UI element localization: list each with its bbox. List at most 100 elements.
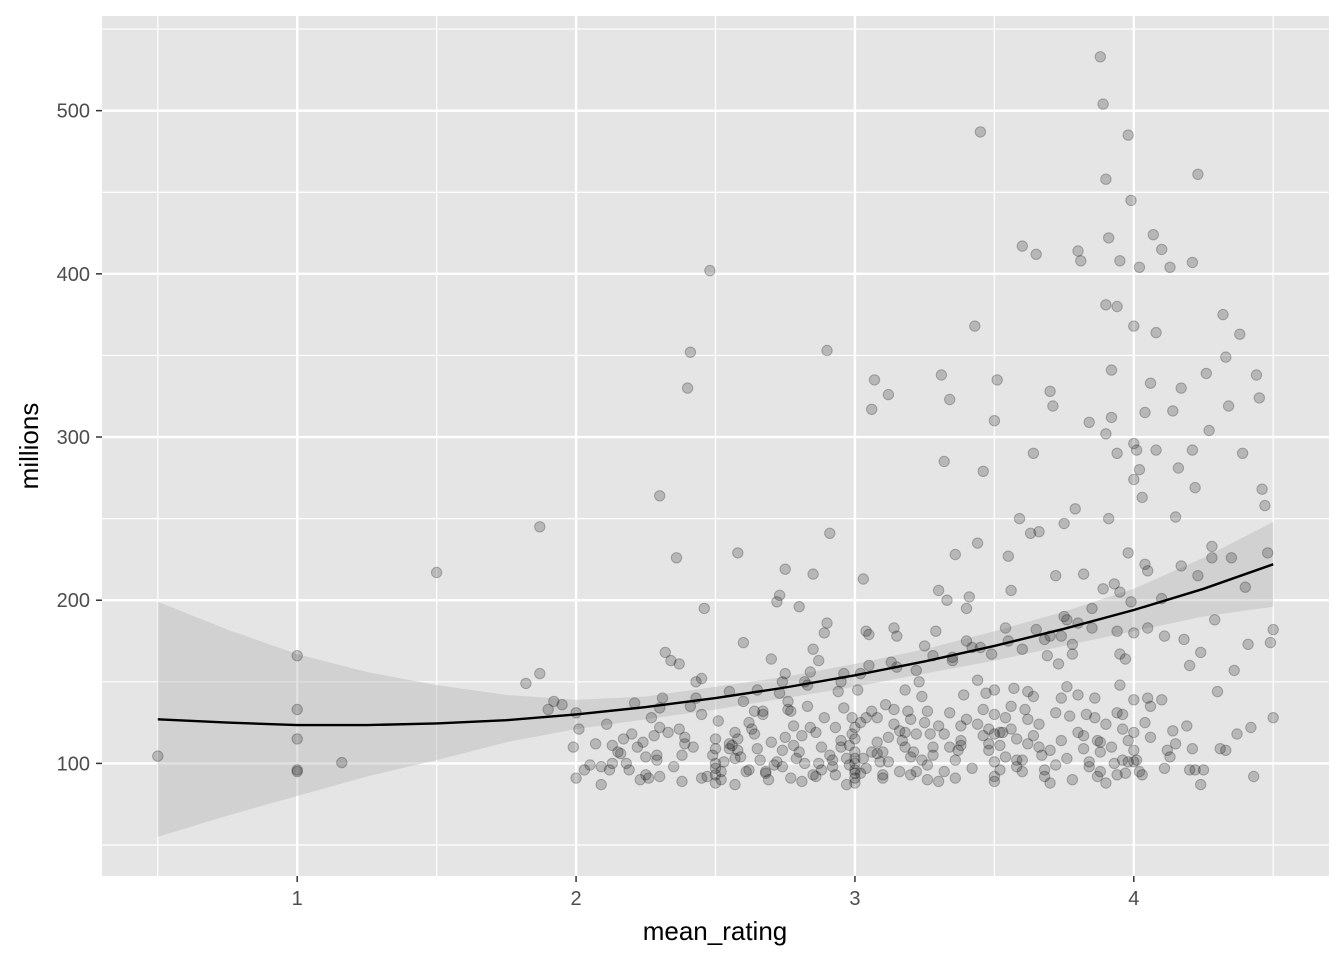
- data-point: [1030, 623, 1042, 636]
- data-point: [1008, 682, 1020, 694]
- data-point: [1228, 664, 1240, 677]
- data-point: [969, 320, 981, 332]
- data-point: [782, 695, 794, 708]
- data-point: [1197, 764, 1210, 776]
- data-point: [732, 547, 744, 559]
- data-point: [1186, 743, 1199, 755]
- data-point: [1209, 614, 1221, 626]
- data-point: [670, 552, 683, 564]
- data-point: [1236, 447, 1249, 459]
- data-point: [709, 769, 722, 781]
- data-point: [765, 653, 777, 665]
- x-axis: 1 2 3 4: [292, 876, 1139, 910]
- data-point: [1133, 765, 1146, 778]
- data-point: [642, 772, 655, 784]
- data-point: [690, 676, 702, 688]
- data-point: [871, 747, 883, 760]
- data-point: [927, 741, 939, 753]
- data-point: [732, 733, 744, 745]
- data-point: [1139, 406, 1151, 419]
- data-point: [1052, 658, 1065, 670]
- data-point: [1077, 730, 1090, 742]
- data-point: [1055, 692, 1068, 704]
- data-point: [882, 756, 895, 768]
- data-point: [863, 628, 875, 641]
- data-point: [960, 635, 973, 647]
- data-point: [888, 703, 900, 716]
- data-point: [1128, 437, 1140, 450]
- data-point: [779, 731, 791, 743]
- data-point: [958, 689, 970, 701]
- data-point: [556, 699, 568, 711]
- data-point: [1100, 299, 1112, 311]
- data-point: [824, 749, 836, 761]
- data-point: [1033, 741, 1045, 753]
- data-point: [818, 627, 830, 639]
- data-point: [640, 751, 652, 763]
- data-point: [291, 733, 303, 745]
- data-point: [645, 712, 658, 724]
- data-point: [640, 769, 652, 781]
- data-point: [907, 746, 920, 758]
- data-point: [1005, 584, 1017, 597]
- data-point: [768, 759, 780, 771]
- data-point: [988, 756, 1001, 768]
- data-point: [840, 778, 853, 791]
- data-point: [1203, 424, 1215, 437]
- data-point: [999, 622, 1012, 634]
- data-point: [603, 764, 616, 776]
- data-point: [1077, 743, 1090, 755]
- data-point: [757, 708, 769, 721]
- data-point: [520, 677, 532, 690]
- data-point: [1122, 547, 1134, 559]
- data-point: [695, 672, 708, 685]
- data-point: [977, 465, 989, 477]
- data-point: [921, 759, 934, 771]
- data-point: [709, 757, 722, 770]
- data-point: [1058, 517, 1070, 530]
- data-point: [854, 767, 867, 779]
- data-point: [1116, 754, 1129, 766]
- data-point: [988, 415, 1001, 427]
- data-point: [1128, 320, 1140, 332]
- data-point: [840, 752, 853, 765]
- data-point: [1220, 351, 1232, 363]
- data-point: [804, 721, 816, 734]
- data-point: [1144, 731, 1157, 743]
- data-point: [1231, 728, 1243, 740]
- data-point: [799, 757, 811, 770]
- data-point: [843, 739, 856, 752]
- data-point: [1114, 679, 1126, 691]
- data-point: [732, 744, 744, 756]
- data-point: [999, 712, 1012, 724]
- data-point: [785, 772, 797, 784]
- data-point: [815, 764, 828, 776]
- data-point: [1144, 700, 1157, 712]
- data-point: [938, 455, 950, 468]
- data-point: [877, 746, 889, 758]
- data-point: [1061, 614, 1073, 626]
- data-point: [910, 765, 922, 778]
- data-point: [1116, 708, 1129, 721]
- data-point: [871, 712, 883, 724]
- data-point: [152, 750, 164, 762]
- data-point: [1069, 503, 1081, 515]
- data-point: [854, 716, 867, 729]
- data-point: [1022, 685, 1034, 698]
- data-point: [1267, 712, 1279, 724]
- data-point: [1050, 759, 1062, 771]
- data-point: [807, 769, 819, 781]
- data-point: [955, 739, 967, 752]
- data-point: [857, 573, 869, 585]
- data-point: [1264, 636, 1277, 649]
- data-point: [1033, 526, 1045, 538]
- data-point: [1072, 689, 1084, 701]
- data-point: [1189, 764, 1201, 776]
- data-point: [1142, 565, 1154, 577]
- data-point: [952, 744, 964, 756]
- data-point: [1259, 499, 1271, 512]
- data-point: [1064, 710, 1076, 722]
- data-point: [1011, 761, 1023, 773]
- data-point: [1030, 248, 1042, 261]
